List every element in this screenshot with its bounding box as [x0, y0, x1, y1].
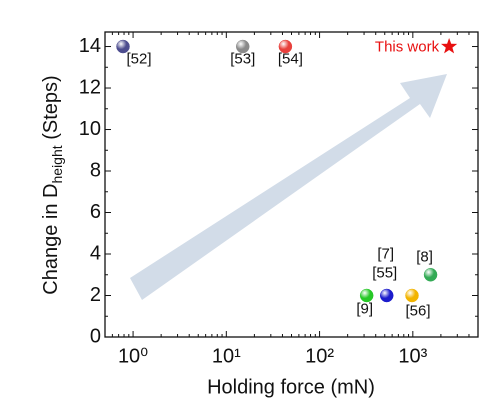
y-tick-label: 8 [90, 159, 101, 181]
y-title-sub: height [49, 145, 65, 183]
annotation: [7] [377, 245, 394, 262]
point [379, 288, 394, 303]
y-tick-label: 4 [90, 242, 101, 264]
x-tick-label: 10² [305, 345, 334, 367]
y-tick-label: 10 [79, 118, 101, 140]
y-tick-label: 12 [79, 76, 101, 98]
point-label: [8] [416, 249, 433, 266]
y-axis-title: Change in Dheight (Steps) [40, 75, 64, 294]
point-label: [52] [126, 50, 151, 67]
highlight-label: This work [375, 38, 440, 55]
y-tick-label: 14 [79, 35, 101, 57]
x-axis-title: Holding force (mN) [207, 376, 375, 398]
point [235, 39, 250, 54]
point-label: [55] [372, 264, 397, 281]
point-label: [53] [230, 50, 255, 67]
x-tick-label: 10¹ [212, 345, 241, 367]
point [116, 39, 130, 54]
point [359, 288, 374, 303]
star-point [441, 38, 458, 54]
trend-arrow [130, 74, 447, 300]
point [423, 268, 438, 282]
y-tick-label: 2 [90, 284, 101, 306]
point-label: [56] [405, 302, 430, 319]
y-tick-label: 6 [90, 201, 101, 223]
x-tick-label: 10³ [398, 345, 427, 367]
point-label: [9] [356, 300, 373, 317]
x-tick-label: 10⁰ [118, 345, 148, 367]
y-tick-label: 0 [90, 325, 101, 347]
y-title-tail: (Steps) [40, 75, 62, 145]
point [278, 39, 293, 54]
y-title-main: Change in D [40, 184, 62, 295]
point-label: [54] [278, 50, 303, 67]
point [405, 288, 419, 303]
